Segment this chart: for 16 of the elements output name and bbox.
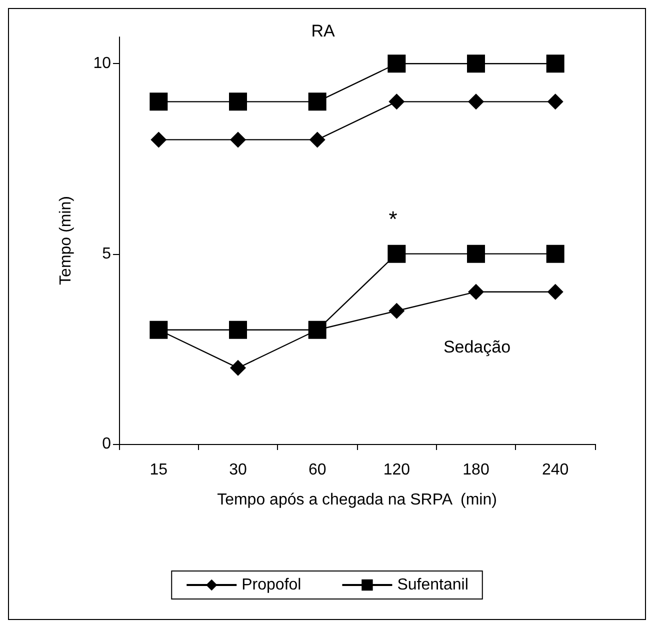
y-tick-label: 5 — [102, 245, 112, 262]
y-tick-label: 0 — [102, 436, 112, 452]
x-axis-title: Tempo após a chegada na SRPA (min) — [217, 492, 497, 508]
y-tick-label: 10 — [93, 55, 112, 72]
y-axis-title: Tempo (min) — [58, 196, 74, 285]
legend-label: Propofol — [242, 576, 302, 594]
x-tick-label: 60 — [308, 462, 326, 478]
annotation: Sedação — [443, 338, 511, 356]
x-tick-label: 240 — [542, 462, 569, 478]
legend-label: Sufentanil — [397, 576, 468, 594]
x-tick-label: 120 — [383, 462, 410, 478]
x-tick-label: 30 — [229, 462, 247, 478]
annotation: RA — [311, 22, 336, 40]
x-tick-label: 180 — [462, 462, 490, 478]
annotation: * — [388, 206, 398, 232]
x-tick-label: 15 — [150, 462, 168, 478]
